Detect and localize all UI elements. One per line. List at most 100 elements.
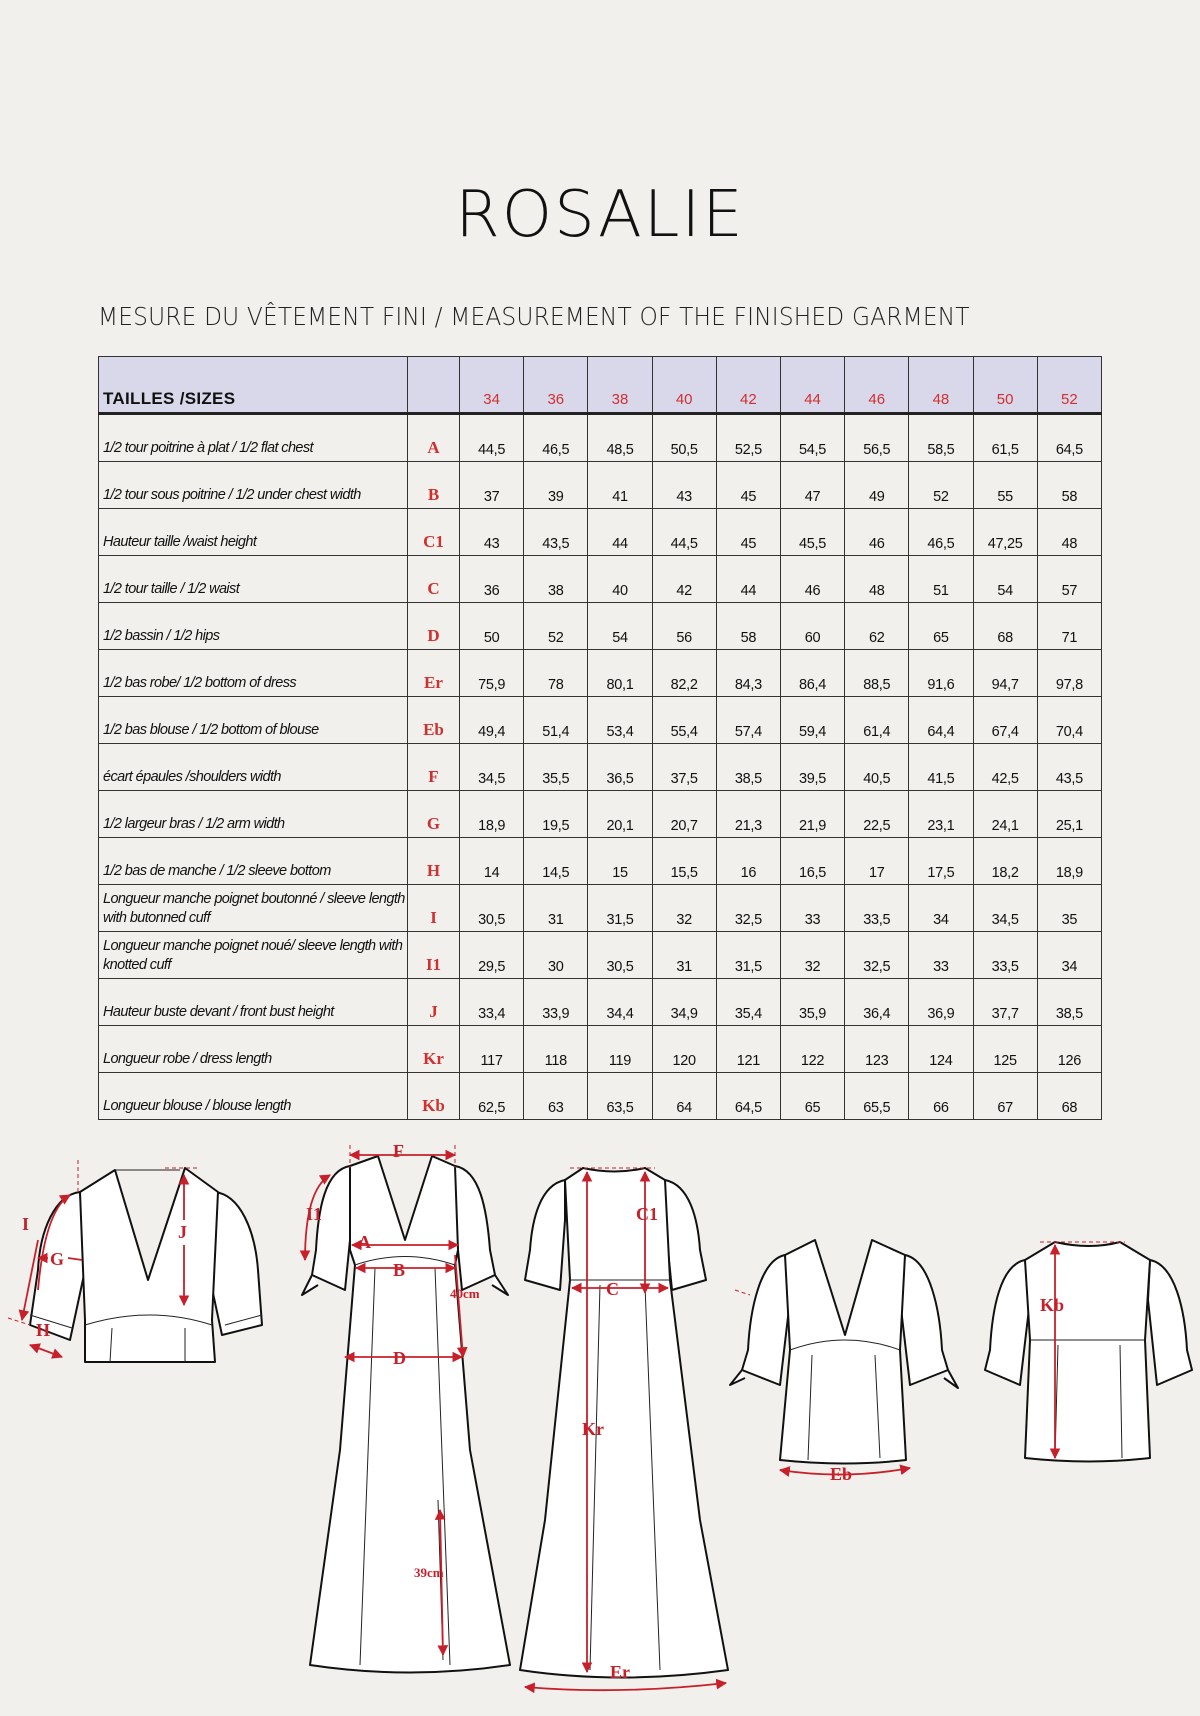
blouse-back-figure: Kb (984, 1241, 1193, 1463)
measurement-code: Kr (407, 1025, 460, 1073)
measurement-value: 30,5 (587, 931, 653, 979)
bodice-detail-figure: I G J H (7, 1160, 263, 1363)
measurement-value: 44,5 (651, 508, 717, 556)
measurement-value: 67,4 (972, 696, 1038, 744)
label-B: B (393, 1260, 405, 1280)
label-A: A (358, 1232, 371, 1252)
label-39cm: 39cm (414, 1565, 444, 1580)
blouse-front-figure: Eb (729, 1239, 959, 1484)
measurement-value: 121 (715, 1025, 781, 1073)
label-Eb: Eb (830, 1464, 852, 1484)
header-sizes-label: TAILLES /SIZES (98, 356, 408, 415)
measurement-value: 48,5 (587, 413, 653, 462)
measurement-value: 34 (1036, 931, 1103, 979)
measurement-value: 31,5 (587, 884, 653, 932)
measurement-value: 64 (651, 1072, 717, 1120)
label-J: J (178, 1222, 187, 1242)
measurement-value: 54,5 (779, 413, 846, 462)
measurement-code: C1 (407, 508, 460, 556)
table-row: 1/2 tour poitrine à plat / 1/2 flat ches… (98, 413, 1103, 462)
measurement-value: 37,5 (651, 743, 717, 791)
measurement-value: 86,4 (779, 649, 846, 697)
measurement-value: 47,25 (972, 508, 1038, 556)
measurement-code: C (407, 555, 460, 603)
measurement-code: B (407, 461, 460, 509)
measurement-value: 45 (715, 508, 781, 556)
measurement-value: 68 (972, 602, 1038, 650)
measurement-value: 34 (908, 884, 974, 932)
measurement-value: 56,5 (844, 413, 910, 462)
measurement-value: 40 (587, 555, 653, 603)
measurement-value: 61,5 (972, 413, 1038, 462)
header-size-40: 40 (651, 356, 717, 415)
measurement-value: 46,5 (523, 413, 589, 462)
measurement-value: 16 (715, 837, 781, 885)
measurement-value: 64,4 (908, 696, 974, 744)
measurement-value: 52 (908, 461, 974, 509)
measurement-value: 35,4 (715, 978, 781, 1026)
measurement-value: 82,2 (651, 649, 717, 697)
label-D: D (393, 1348, 406, 1368)
measurement-value: 58 (715, 602, 781, 650)
label-H: H (36, 1320, 50, 1340)
measurement-value: 34,9 (651, 978, 717, 1026)
measurement-label: 1/2 bas robe/ 1/2 bottom of dress (98, 649, 408, 697)
measurement-value: 31,5 (715, 931, 781, 979)
measurement-value: 45,5 (779, 508, 846, 556)
table-row: 1/2 bas de manche / 1/2 sleeve bottom H 14… (98, 837, 1103, 885)
label-I: I (22, 1214, 29, 1234)
measurement-value: 22,5 (844, 790, 910, 838)
measurement-value: 122 (779, 1025, 846, 1073)
table-row: écart épaules /shoulders width F 34,5 35,5 3… (98, 743, 1103, 791)
measurement-code: D (407, 602, 460, 650)
table-row: 1/2 bassin / 1/2 hips D 50 52 54 56 58 60 62 65 68… (98, 602, 1103, 650)
measurement-label: Longueur blouse / blouse length (98, 1072, 408, 1120)
measurement-value: 50 (458, 602, 525, 650)
measurement-value: 30,5 (458, 884, 525, 932)
measurement-value: 50,5 (651, 413, 717, 462)
measurement-value: 32 (779, 931, 846, 979)
measurement-value: 18,9 (458, 790, 525, 838)
measurement-value: 61,4 (844, 696, 910, 744)
measurement-value: 64,5 (1036, 413, 1103, 462)
measurement-value: 84,3 (715, 649, 781, 697)
label-Er: Er (610, 1662, 630, 1682)
measurement-value: 88,5 (844, 649, 910, 697)
table-header-row: TAILLES /SIZES 34 36 38 40 42 44 46 48 50 52 (98, 356, 1103, 415)
table-row: 1/2 tour taille / 1/2 waist C 36 38 40 42 44 46… (98, 555, 1103, 603)
header-size-44: 44 (779, 356, 846, 415)
measurement-value: 32,5 (844, 931, 910, 979)
measurement-value: 30 (523, 931, 589, 979)
measurement-value: 63,5 (587, 1072, 653, 1120)
label-Kr: Kr (582, 1419, 604, 1439)
measurement-value: 91,6 (908, 649, 974, 697)
table-row: Longueur robe / dress length Kr 117 118 119 1… (98, 1025, 1103, 1073)
measurement-value: 32,5 (715, 884, 781, 932)
measurement-value: 49 (844, 461, 910, 509)
header-code-cell (407, 356, 460, 415)
measurement-value: 65,5 (844, 1072, 910, 1120)
label-Kb: Kb (1040, 1295, 1064, 1315)
measurement-value: 18,9 (1036, 837, 1103, 885)
measurement-label: Hauteur taille /waist height (98, 508, 408, 556)
measurement-value: 52,5 (715, 413, 781, 462)
measurement-value: 34,5 (972, 884, 1038, 932)
measurement-value: 17,5 (908, 837, 974, 885)
measurement-value: 18,2 (972, 837, 1038, 885)
measurement-value: 41 (587, 461, 653, 509)
measurement-value: 36,4 (844, 978, 910, 1026)
size-chart-table: TAILLES /SIZES 34 36 38 40 42 44 46 48 50 52 1/2 … (98, 356, 1103, 1120)
measurement-value: 42,5 (972, 743, 1038, 791)
measurement-value: 35,5 (523, 743, 589, 791)
measurement-value: 57,4 (715, 696, 781, 744)
measurement-value: 19,5 (523, 790, 589, 838)
measurement-value: 29,5 (458, 931, 525, 979)
measurement-value: 25,1 (1036, 790, 1103, 838)
measurement-value: 31 (523, 884, 589, 932)
header-size-36: 36 (523, 356, 589, 415)
table-row: 1/2 tour sous poitrine / 1/2 under chest… (98, 461, 1103, 509)
measurement-code: Kb (407, 1072, 460, 1120)
table-row: 1/2 largeur bras / 1/2 arm width G 18,9 19,… (98, 790, 1103, 838)
measurement-label: 1/2 bas de manche / 1/2 sleeve bottom (98, 837, 408, 885)
measurement-value: 36 (458, 555, 525, 603)
